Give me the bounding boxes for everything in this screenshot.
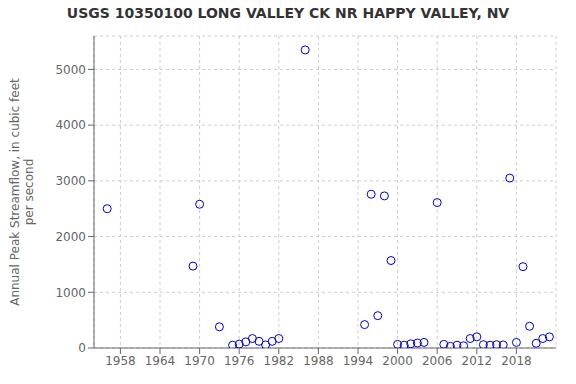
svg-text:1964: 1964 — [145, 354, 176, 368]
svg-text:0: 0 — [78, 341, 86, 355]
svg-text:2006: 2006 — [422, 354, 453, 368]
svg-text:1000: 1000 — [55, 286, 86, 300]
svg-text:3000: 3000 — [55, 174, 86, 188]
html-text:USGS 10350100 LONG VALLEY CK N: USGS 10350100 LONG VALLEY CK NR HAPPY VA… — [66, 5, 510, 21]
svg-text:1982: 1982 — [264, 354, 295, 368]
svg-text:2000: 2000 — [382, 354, 413, 368]
svg-text:1988: 1988 — [303, 354, 334, 368]
svg-text:1976: 1976 — [224, 354, 255, 368]
svg-text:2000: 2000 — [55, 230, 86, 244]
svg-text:1994: 1994 — [343, 354, 374, 368]
svg-text:4000: 4000 — [55, 118, 86, 132]
svg-text:2012: 2012 — [462, 354, 493, 368]
svg-text:5000: 5000 — [55, 63, 86, 77]
svg-text:1970: 1970 — [184, 354, 215, 368]
svg-text:1958: 1958 — [105, 354, 136, 368]
svg-text:2018: 2018 — [501, 354, 532, 368]
html-text:Annual Peak Streamflow, in cub: Annual Peak Streamflow, in cubic feet pe… — [8, 78, 36, 306]
